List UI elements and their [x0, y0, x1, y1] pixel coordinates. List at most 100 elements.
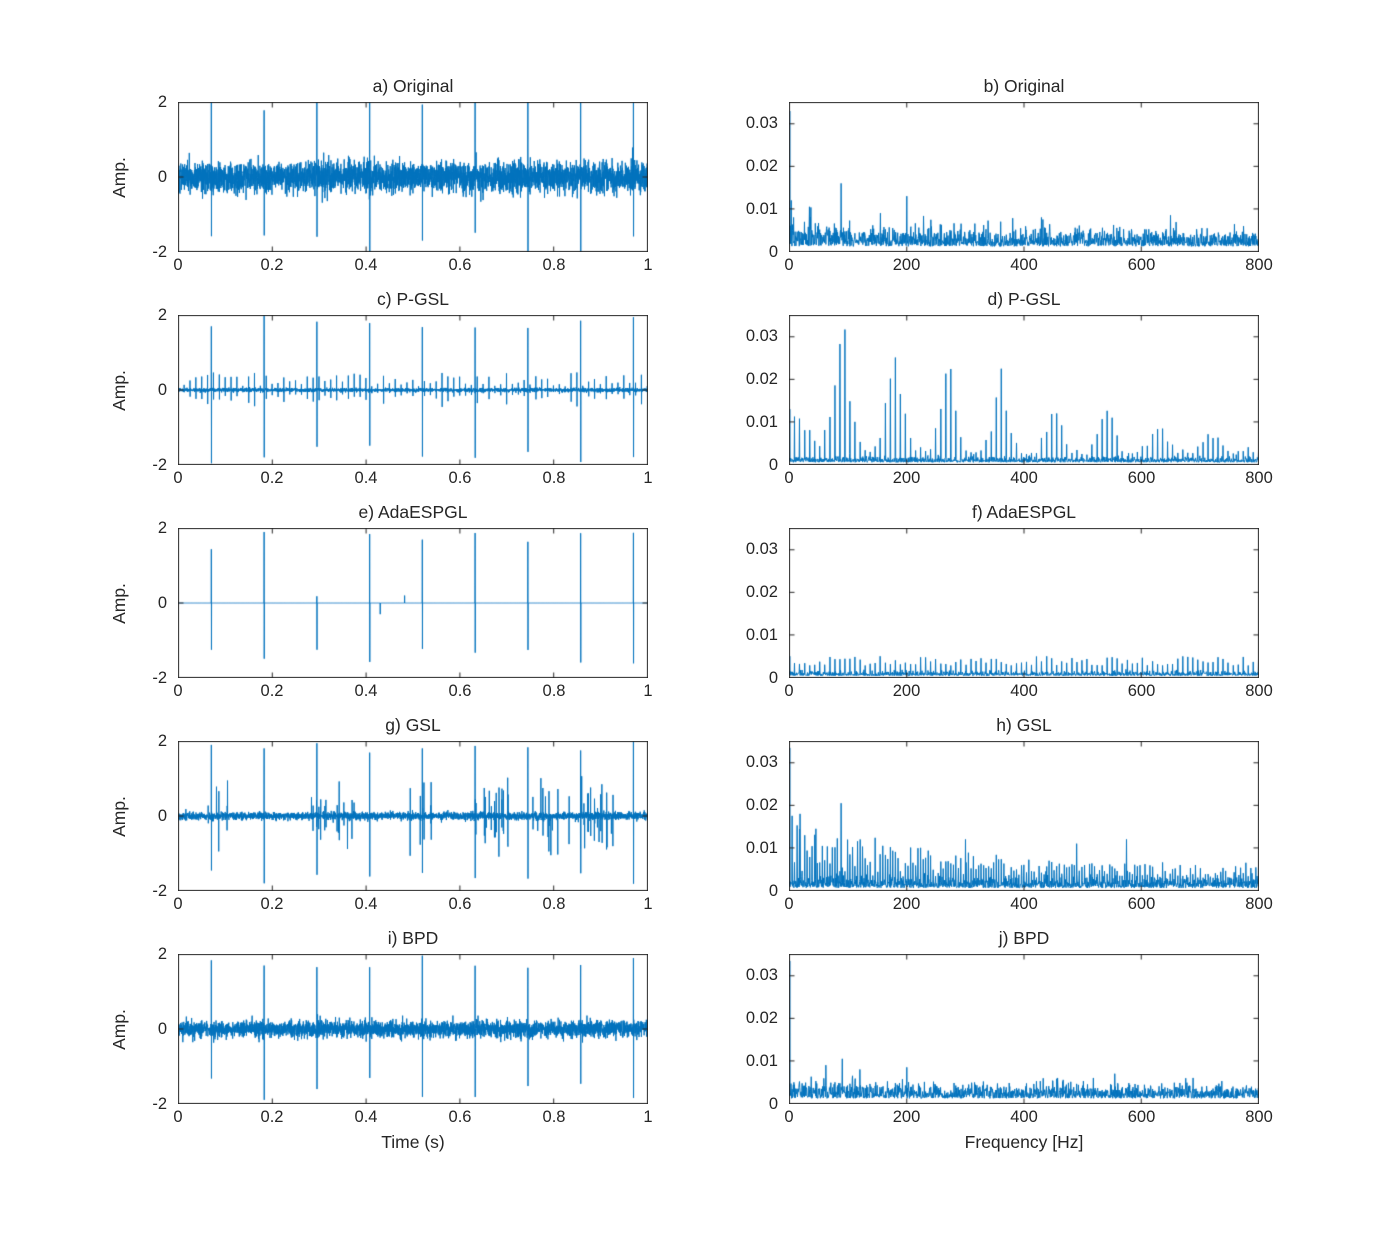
row-5: i) BPD Amp. -2 0 2 0 0.2 0.4 0.6 0.8 1 Time (s)…	[0, 928, 1273, 1153]
subplot-a-xticks: 0 0.2 0.4 0.6 0.8 1	[173, 252, 652, 278]
subplot-f-plot	[789, 528, 1259, 678]
subplot-c-yticks: -2 0 2	[130, 306, 174, 474]
subplot-a-yticks: -2 0 2	[130, 93, 174, 261]
subplot-b-yticks: 0 0.01 0.02 0.03	[734, 102, 785, 261]
y-tick-label: 2	[157, 306, 167, 324]
time-axis-label: Time (s)	[381, 1132, 445, 1152]
plot-canvas-d	[789, 315, 1259, 465]
subplot-g-plot	[178, 741, 648, 891]
x-tick-label: 1	[643, 256, 653, 274]
subplot-f-title: f) AdaESPGL	[971, 502, 1077, 522]
y-tick-label: 0	[157, 381, 167, 399]
x-tick-label: 400	[1010, 469, 1038, 487]
subplot-b-body: 0 0.01 0.02 0.03	[734, 102, 1259, 261]
x-tick-label: 0.6	[448, 256, 472, 274]
subplot-g-body: Amp. -2 0 2	[108, 732, 648, 900]
x-tick-label: 0.4	[354, 469, 378, 487]
plot-canvas-b	[789, 102, 1259, 252]
x-tick-label: 400	[1010, 895, 1038, 913]
x-tick-label: 600	[1127, 1108, 1156, 1126]
y-tick-label: -2	[152, 1095, 167, 1113]
subplot-g-yticks: -2 0 2	[130, 732, 174, 900]
plot-canvas-i	[178, 954, 648, 1104]
x-tick-label: 0.6	[448, 682, 472, 700]
subplot-h-plot	[789, 741, 1259, 891]
subplot-a-title: a) Original	[372, 76, 454, 96]
x-tick-label: 0	[173, 682, 183, 700]
subplot-c-xticks: 0 0.2 0.4 0.6 0.8 1	[173, 465, 652, 491]
y-tick-label: 0.03	[745, 540, 778, 559]
x-tick-label: 400	[1010, 256, 1038, 274]
x-tick-label: 0.8	[542, 256, 566, 274]
subplot-j-plot	[789, 954, 1259, 1104]
subplot-g-ylabel-text: Amp.	[108, 795, 129, 837]
x-tick-label: 600	[1127, 256, 1156, 274]
x-tick-label: 600	[1127, 682, 1156, 700]
subplot-i-title: i) BPD	[387, 928, 439, 948]
subplot-grid: a) Original Amp. -2 0 2 0 0.2 0.4 0.6 0.8 1 b) …	[0, 76, 1273, 1164]
x-tick-label: 600	[1127, 469, 1156, 487]
plot-canvas-g	[178, 741, 648, 891]
y-tick-label: 0.01	[745, 626, 778, 645]
x-tick-label: 0.4	[354, 682, 378, 700]
subplot-g: g) GSL Amp. -2 0 2 0 0.2 0.4 0.6 0.8 1	[108, 715, 653, 917]
x-tick-label: 0	[173, 895, 183, 913]
x-tick-label: 0	[173, 1108, 183, 1126]
x-tick-label: 200	[892, 682, 921, 700]
y-tick-label: 0	[157, 168, 167, 186]
subplot-c-body: Amp. -2 0 2	[108, 306, 648, 474]
subplot-a-ylabel: Amp.	[108, 102, 130, 252]
y-tick-label: 0.03	[745, 327, 778, 346]
x-tick-label: 400	[1010, 1108, 1038, 1126]
y-tick-label: 0	[768, 1095, 778, 1113]
subplot-g-ylabel: Amp.	[108, 741, 130, 891]
x-tick-label: 1	[643, 469, 653, 487]
x-tick-label: 0	[784, 1108, 794, 1126]
subplot-e-xticks: 0 0.2 0.4 0.6 0.8 1	[173, 678, 652, 704]
subplot-c-plot	[178, 315, 648, 465]
subplot-b-title: b) Original	[983, 76, 1065, 96]
x-tick-label: 0.4	[354, 1108, 378, 1126]
x-tick-label: 0.2	[260, 256, 284, 274]
subplot-e: e) AdaESPGL Amp. -2 0 2 0 0.2 0.4 0.6 0.8 1	[108, 502, 653, 704]
y-tick-label: 2	[157, 945, 167, 963]
plot-canvas-f	[789, 528, 1259, 678]
subplot-e-plot	[178, 528, 648, 678]
subplot-d-plot	[789, 315, 1259, 465]
y-tick-label: 0.02	[745, 583, 778, 602]
x-tick-label: 200	[892, 469, 921, 487]
x-tick-label: 600	[1127, 895, 1156, 913]
subplot-e-body: Amp. -2 0 2	[108, 519, 648, 687]
x-tick-label: 0	[784, 895, 794, 913]
x-tick-label: 0.6	[448, 469, 472, 487]
subplot-j-yticks: 0 0.01 0.02 0.03	[734, 954, 785, 1113]
subplot-a-body: Amp. -2 0 2	[108, 93, 648, 261]
subplot-i-yticks: -2 0 2	[130, 945, 174, 1113]
x-tick-label: 200	[892, 1108, 921, 1126]
plot-canvas-j	[789, 954, 1259, 1104]
y-tick-label: -2	[152, 456, 167, 474]
subplot-f: f) AdaESPGL 0 0.01 0.02 0.03 0 200 400 600 800	[734, 502, 1273, 704]
subplot-c-ylabel: Amp.	[108, 315, 130, 465]
y-tick-label: 0.02	[745, 796, 778, 815]
subplot-a: a) Original Amp. -2 0 2 0 0.2 0.4 0.6 0.8 1	[108, 76, 653, 278]
x-tick-label: 0	[784, 256, 794, 274]
subplot-h-body: 0 0.01 0.02 0.03	[734, 741, 1259, 900]
subplot-i: i) BPD Amp. -2 0 2 0 0.2 0.4 0.6 0.8 1 Time (s)	[108, 928, 653, 1153]
subplot-h: h) GSL 0 0.01 0.02 0.03 0 200 400 600 800	[734, 715, 1273, 917]
y-tick-label: 0.01	[745, 1052, 778, 1071]
subplot-b: b) Original 0 0.01 0.02 0.03 0 200 400 600 800	[734, 76, 1273, 278]
subplot-d-xticks: 0 200 400 600 800	[784, 465, 1272, 491]
y-tick-label: 0.02	[745, 157, 778, 176]
subplot-j: j) BPD 0 0.01 0.02 0.03 0 200 400 600 800 Frequ…	[734, 928, 1273, 1153]
subplot-i-xticks: 0 0.2 0.4 0.6 0.8 1	[173, 1104, 652, 1130]
subplot-b-plot	[789, 102, 1259, 252]
y-tick-label: 0.02	[745, 370, 778, 389]
x-tick-label: 0.8	[542, 682, 566, 700]
subplot-e-ylabel-text: Amp.	[108, 582, 129, 624]
subplot-a-plot	[178, 102, 648, 252]
y-tick-label: 2	[157, 732, 167, 750]
subplot-h-xticks: 0 200 400 600 800	[784, 891, 1272, 917]
x-tick-label: 0.2	[260, 1108, 284, 1126]
